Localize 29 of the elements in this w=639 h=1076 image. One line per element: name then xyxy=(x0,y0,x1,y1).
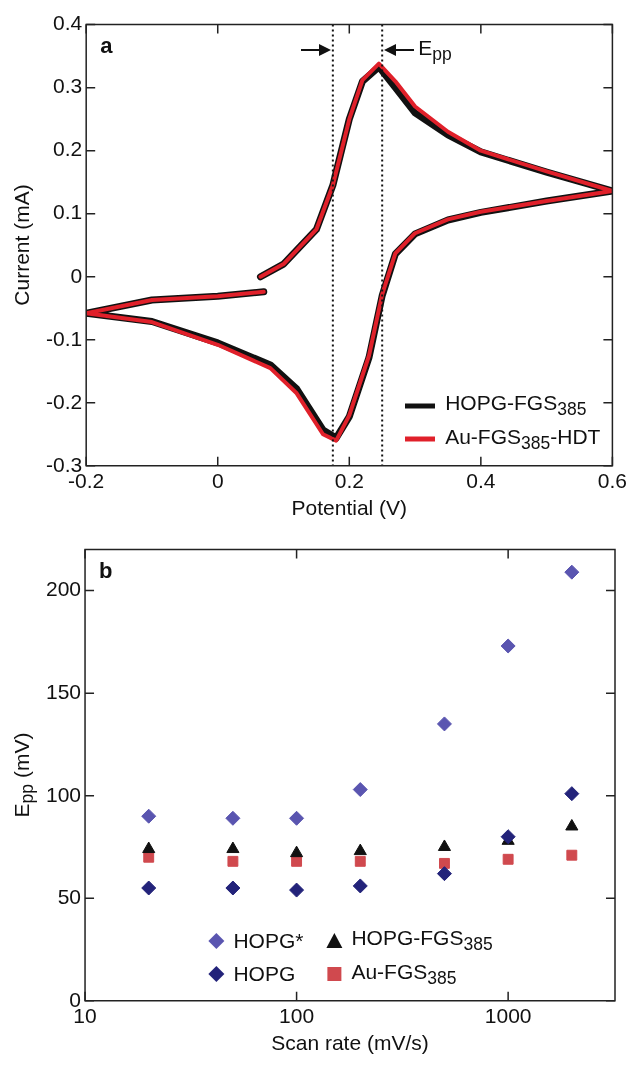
y-tick-label: 0.1 xyxy=(52,200,83,224)
y-tick-label: -0.1 xyxy=(46,326,83,350)
y-tick-label: -0.2 xyxy=(46,389,83,413)
x-axis-title: Scan rate (mV/s) xyxy=(271,1030,429,1055)
x-tick-label: 0.4 xyxy=(466,469,496,493)
legend-label: HOPG-FGS$_{385}$ xyxy=(445,391,587,421)
y-tick-label: 0.3 xyxy=(52,74,83,98)
y-tick-label: 100 xyxy=(45,782,82,806)
chart-title: a xyxy=(100,32,113,59)
x-axis-title: Potential (V) xyxy=(291,495,408,520)
y-tick-label: 200 xyxy=(45,577,82,601)
legend-label: HOPG-FGS$_{385}$ xyxy=(351,926,493,956)
x-tick-label: 0.2 xyxy=(334,469,364,493)
x-tick-label: 100 xyxy=(279,1004,315,1028)
legend-label: Au-FGS$_{385}$-HDT xyxy=(445,424,601,454)
legend-label: Au-FGS$_{385}$ xyxy=(351,959,457,989)
y-tick-label: 0.2 xyxy=(52,137,83,161)
x-tick-label: 0.6 xyxy=(597,469,628,493)
y-tick-label: 0.4 xyxy=(52,11,83,35)
y-tick-label: 150 xyxy=(45,679,82,703)
legend-label: HOPG xyxy=(233,962,296,987)
x-tick-label: 1000 xyxy=(484,1004,532,1028)
x-tick-label: 0 xyxy=(211,469,224,493)
y-axis-title: Current (mA) xyxy=(10,184,34,306)
legend-label: HOPG* xyxy=(233,929,304,954)
y-tick-label: 0 xyxy=(70,263,83,287)
chart-title: b xyxy=(99,557,113,584)
annotation: E$_{pp}$ xyxy=(418,35,452,65)
y-tick-label: 50 xyxy=(57,885,82,909)
